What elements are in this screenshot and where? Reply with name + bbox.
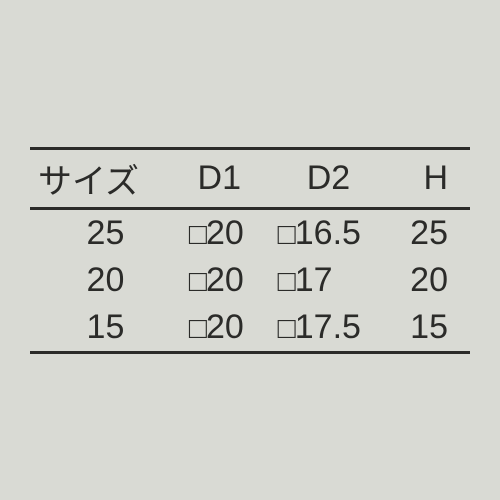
- header-size: サイズ: [30, 148, 171, 208]
- spec-table-container: サイズ D1 D2 H 25 □20 □16.5 25 20 □20 □17 2…: [30, 147, 470, 354]
- header-h: H: [389, 148, 470, 208]
- header-d1: D1: [171, 148, 268, 208]
- square-icon: □: [278, 312, 295, 345]
- table-row: 25 □20 □16.5 25: [30, 208, 470, 257]
- table-body: 25 □20 □16.5 25 20 □20 □17 20 15 □20 □17…: [30, 208, 470, 352]
- cell-d2: □17.5: [268, 304, 390, 353]
- cell-d2-value: 17.5: [295, 308, 361, 346]
- table-row: 20 □20 □17 20: [30, 257, 470, 304]
- cell-d1-value: 20: [206, 261, 244, 299]
- cell-d1-value: 20: [206, 214, 244, 252]
- cell-d2: □16.5: [268, 208, 390, 257]
- cell-d2: □17: [268, 257, 390, 304]
- cell-h: 25: [389, 208, 470, 257]
- header-d2: D2: [268, 148, 390, 208]
- cell-h: 15: [389, 304, 470, 353]
- cell-d1: □20: [171, 257, 268, 304]
- table-row: 15 □20 □17.5 15: [30, 304, 470, 353]
- square-icon: □: [278, 265, 295, 298]
- square-icon: □: [189, 218, 206, 251]
- header-row: サイズ D1 D2 H: [30, 148, 470, 208]
- spec-table: サイズ D1 D2 H 25 □20 □16.5 25 20 □20 □17 2…: [30, 147, 470, 354]
- square-icon: □: [278, 218, 295, 251]
- square-icon: □: [189, 312, 206, 345]
- square-icon: □: [189, 265, 206, 298]
- cell-d2-value: 16.5: [295, 214, 361, 252]
- cell-d1: □20: [171, 208, 268, 257]
- cell-d1-value: 20: [206, 308, 244, 346]
- cell-h: 20: [389, 257, 470, 304]
- cell-size: 15: [30, 304, 171, 353]
- cell-d1: □20: [171, 304, 268, 353]
- cell-size: 25: [30, 208, 171, 257]
- cell-size: 20: [30, 257, 171, 304]
- cell-d2-value: 17: [295, 261, 333, 299]
